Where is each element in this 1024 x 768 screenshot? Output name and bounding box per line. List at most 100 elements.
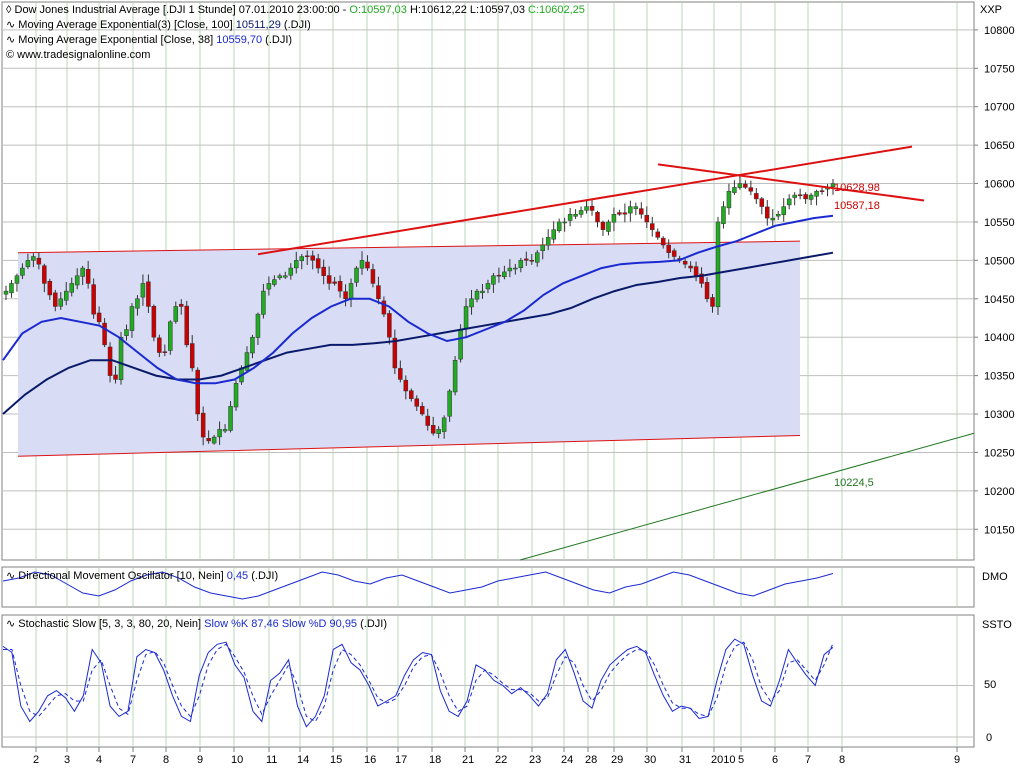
candle-body	[551, 229, 556, 240]
candle-body	[36, 257, 42, 265]
candle-body	[699, 273, 704, 284]
candle-body	[102, 322, 107, 346]
candle-body	[770, 217, 776, 221]
candle-body	[578, 210, 584, 215]
candle-body	[370, 269, 376, 284]
candle-body	[567, 214, 573, 221]
candle-body	[135, 298, 140, 309]
candle-body	[365, 261, 370, 269]
candle-body	[748, 187, 754, 192]
candle-body	[622, 212, 628, 215]
candle-body	[321, 266, 326, 276]
candle-body	[47, 281, 53, 296]
candle-body	[518, 260, 524, 268]
candle-body	[283, 275, 288, 278]
candle-body	[381, 300, 387, 315]
candle-body	[452, 359, 458, 393]
candle-body	[814, 190, 819, 197]
candle-body	[299, 256, 304, 261]
candle-body	[430, 425, 436, 434]
x-date-label: 4	[96, 754, 102, 766]
candle-body	[157, 337, 162, 353]
candle-body	[671, 250, 677, 257]
y-tick-label: 10300	[984, 409, 1015, 421]
y-tick-label: 10500	[984, 255, 1015, 267]
candle-body	[91, 284, 96, 315]
candle-body	[85, 269, 91, 284]
x-date-label: 23	[529, 754, 541, 766]
y-tick-label: 10450	[984, 294, 1015, 306]
x-date-label: 17	[395, 754, 407, 766]
candle-body	[584, 206, 589, 211]
candle-body	[211, 436, 217, 444]
candle-body	[113, 374, 118, 380]
copyright-text: © www.tradesignalonline.com	[6, 49, 150, 61]
candle-body	[20, 267, 25, 276]
annotation-green: 10224,5	[834, 477, 874, 489]
candle-body	[233, 383, 239, 408]
support-trendline	[519, 432, 975, 561]
candle-body	[107, 346, 113, 376]
x-date-label: 2010	[711, 754, 735, 766]
candle-body	[53, 292, 58, 307]
y-axis-labels: 10150 10200 10250 10300 10350 10400 10450 10500…	[984, 25, 1015, 536]
x-date-label: 3	[64, 754, 70, 766]
x-date-label: 31	[679, 754, 691, 766]
candle-body	[277, 275, 283, 279]
dmo-legend: ∿ Directional Movement Oscillator [10, N…	[6, 570, 278, 582]
x-date-label: 8	[839, 754, 845, 766]
candle-body	[480, 290, 485, 294]
x-date-label: 7	[130, 754, 136, 766]
candle-body	[315, 258, 321, 269]
y-tick-label: 10600	[984, 179, 1015, 191]
x-date-label: 15	[330, 754, 342, 766]
stochastic-d-line	[3, 641, 834, 723]
candle-body	[786, 198, 792, 206]
candle-body	[200, 412, 206, 438]
candle-body	[693, 266, 699, 276]
symbol-line-glyph: ◊	[6, 4, 15, 16]
candle-body	[611, 214, 617, 223]
candle-body	[660, 237, 666, 246]
candle-body	[496, 274, 502, 277]
candle-body	[808, 194, 814, 200]
candle-body	[288, 267, 294, 276]
candle-body	[146, 281, 151, 307]
ema38-legend: ∿ Moving Average Exponential [Close, 38]…	[6, 34, 292, 46]
candle-body	[414, 398, 420, 407]
x-date-label: 22	[495, 754, 507, 766]
y-tick-label: 10150	[984, 524, 1015, 536]
candle-body	[409, 390, 414, 399]
candle-body	[195, 369, 200, 415]
candle-body	[655, 231, 660, 238]
high-value: H:10612,22	[410, 4, 467, 16]
candle-body	[387, 313, 392, 338]
candle-body	[573, 214, 578, 217]
candle-body	[63, 290, 69, 301]
candle-body	[589, 205, 595, 211]
candle-body	[650, 223, 655, 230]
upper-trendline	[257, 145, 913, 256]
y-tick-label: 10700	[984, 102, 1015, 114]
annotation-upper: 10628,98	[834, 182, 880, 194]
ssto-tag: SSTO	[982, 619, 1012, 631]
dmo-panel-frame	[1, 566, 975, 608]
x-date-label: 18	[429, 754, 441, 766]
candle-body	[118, 336, 124, 380]
candle-body	[359, 260, 365, 269]
candle-body	[74, 275, 80, 286]
candle-body	[447, 390, 452, 417]
candle-body	[436, 429, 441, 434]
candle-body	[765, 206, 770, 219]
candle-body	[3, 290, 9, 295]
candle-body	[513, 267, 518, 270]
y-tick-label: 10250	[984, 447, 1015, 459]
annotation-lower: 10587,18	[834, 200, 880, 212]
close-value: C:10602,25	[528, 4, 585, 16]
candle-body	[502, 271, 507, 278]
candle-body	[272, 279, 277, 285]
candle-body	[337, 280, 343, 292]
candle-body	[42, 265, 47, 284]
candle-body	[261, 290, 266, 315]
candle-body	[294, 260, 299, 269]
